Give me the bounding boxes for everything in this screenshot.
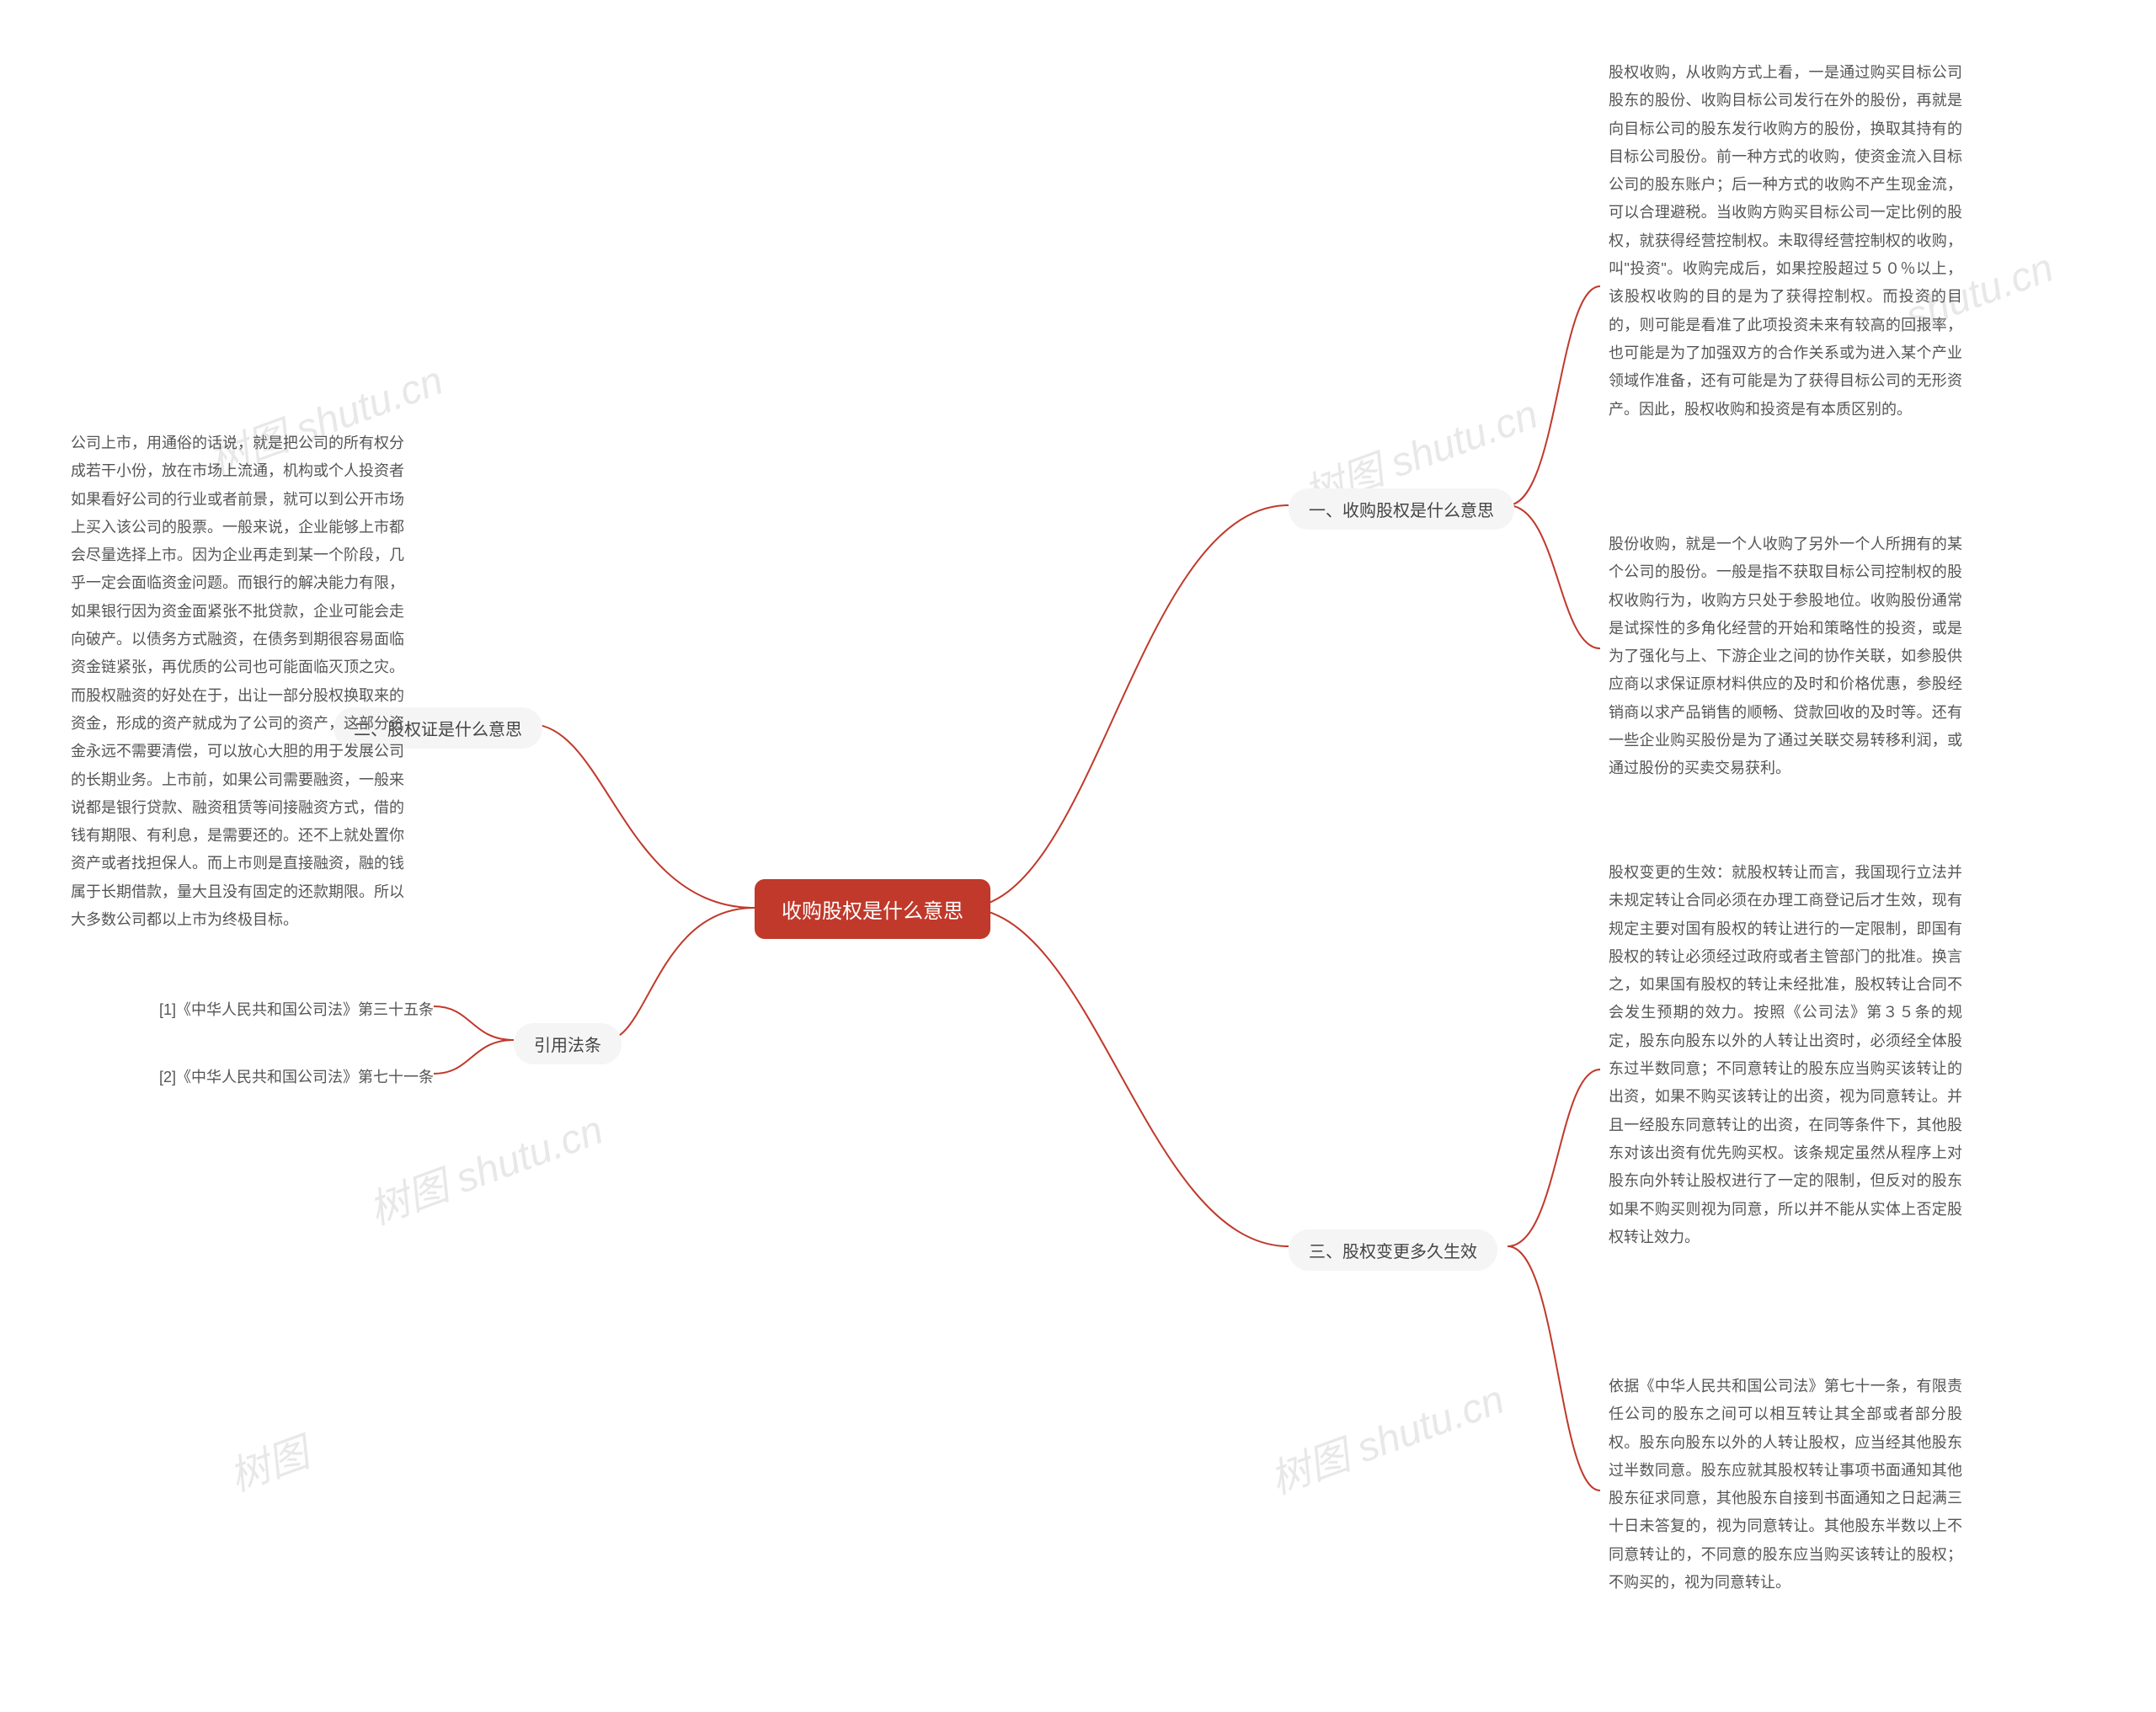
watermark: 树图 shutu.cn xyxy=(360,1096,610,1235)
leaf-text-1-2: 股份收购，就是一个人收购了另外一个人所拥有的某个公司的股份。一般是指不获取目标公… xyxy=(1609,531,1962,783)
leaf-text-3-1: 股权变更的生效：就股权转让而言，我国现行立法并未规定转让合同必须在办理工商登记后… xyxy=(1609,859,1962,1251)
branch-node-3: 三、股权变更多久生效 xyxy=(1289,1229,1497,1271)
branch-node-1: 一、收购股权是什么意思 xyxy=(1289,488,1514,530)
center-node: 收购股权是什么意思 xyxy=(755,879,990,939)
leaf-text-1-1: 股权收购，从收购方式上看，一是通过购买目标公司股东的股份、收购目标公司发行在外的… xyxy=(1609,59,1962,424)
leaf-text-4-2: [2]《中华人民共和国公司法》第七十一条 xyxy=(126,1065,434,1087)
watermark: 树图 xyxy=(220,1420,316,1503)
leaf-text-3-2: 依据《中华人民共和国公司法》第七十一条，有限责任公司的股东之间可以相互转让其全部… xyxy=(1609,1373,1962,1597)
leaf-text-4-1: [1]《中华人民共和国公司法》第三十五条 xyxy=(126,998,434,1020)
leaf-text-2-1: 公司上市，用通俗的话说，就是把公司的所有权分成若干小份，放在市场上流通，机构或个… xyxy=(71,429,408,934)
branch-node-4: 引用法条 xyxy=(514,1023,622,1064)
watermark: 树图 shutu.cn xyxy=(1261,1366,1511,1505)
